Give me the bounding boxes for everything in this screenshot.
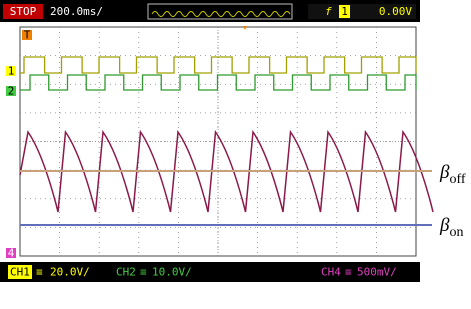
trigger-marker: T xyxy=(24,29,31,42)
ch2-coupling: ≡ xyxy=(140,266,147,279)
trigger-source: 1 xyxy=(341,5,348,18)
status: STOP xyxy=(10,5,37,18)
ch2-name: CH2 xyxy=(116,266,136,279)
trigger-level: 0.00V xyxy=(379,5,412,18)
ch2-scale: 10.0V/ xyxy=(152,266,192,279)
ch4-scale: 500mV/ xyxy=(357,266,397,279)
ch1-marker: 1 xyxy=(8,65,15,78)
ch1-name: CH1 xyxy=(10,266,30,279)
ch1-coupling: ≡ xyxy=(36,266,43,279)
oscilloscope: STOP 200.0ms/ f 1 0.00V T 1 2 4 CH1 ≡ 20… xyxy=(0,0,471,309)
ch4-coupling: ≡ xyxy=(345,266,352,279)
timebase: 200.0ms/ xyxy=(50,5,103,18)
ch4-name: CH4 xyxy=(321,266,341,279)
ch4-marker: 4 xyxy=(8,247,15,260)
ch2-marker: 2 xyxy=(8,85,15,98)
ch1-scale: 20.0V/ xyxy=(50,266,90,279)
trigger-slope: f xyxy=(325,5,332,18)
